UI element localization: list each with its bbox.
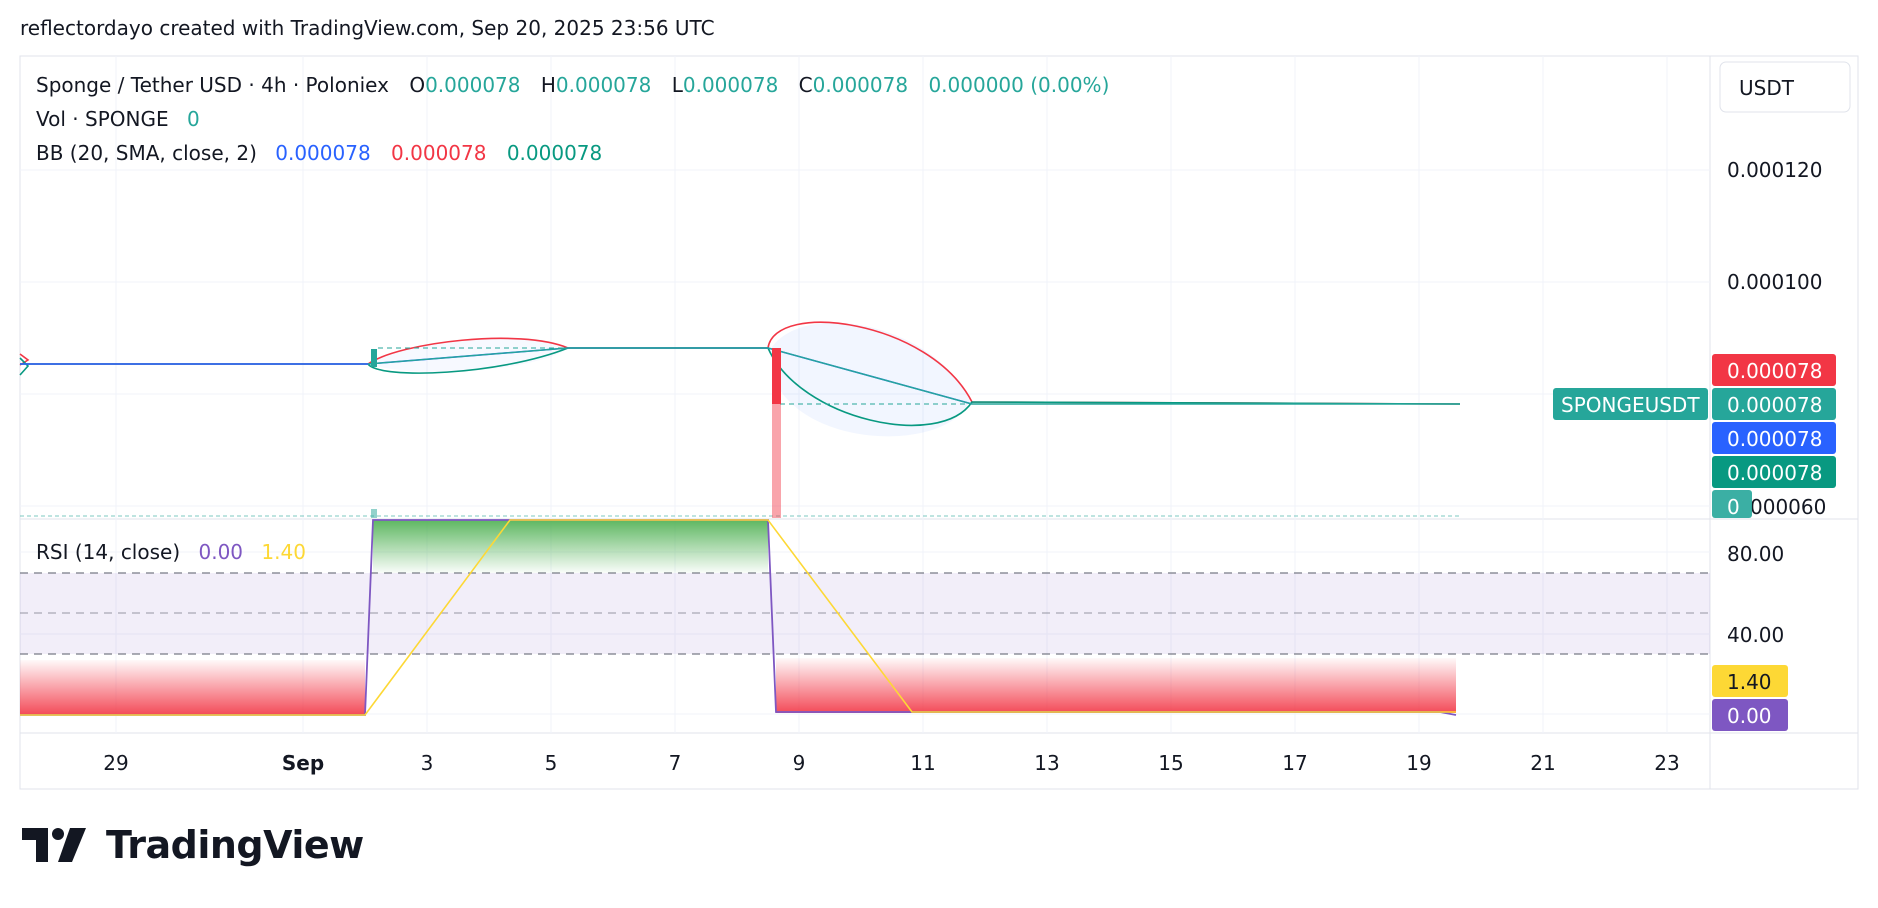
time-axis-label: 7	[669, 751, 682, 775]
bb-lower-line	[19, 347, 1461, 427]
svg-text:RSI (14, close) 0.00: RSI (14, close) 0.00 1.40	[36, 540, 306, 564]
time-axis: 29 Sep 3 5 7 9 11 13 15 17 19 21 23	[103, 751, 1679, 775]
rsi-tick: 40.00	[1727, 623, 1784, 647]
legend-symbol: Sponge / Tether USD · 4h · Poloniex	[36, 73, 389, 97]
symbol-tag-text: SPONGEUSDT	[1561, 393, 1700, 417]
partial-badge: 0	[1727, 495, 1740, 519]
time-axis-label: 23	[1654, 751, 1679, 775]
bb-fill	[770, 322, 970, 437]
time-axis-label: Sep	[282, 751, 324, 775]
badge-bb-lower	[1712, 456, 1836, 488]
volume-bar-down	[772, 404, 781, 518]
badge-bb-lower-text: 0.000078	[1727, 461, 1822, 485]
legend-bb-label: BB (20, SMA, close, 2)	[36, 141, 257, 165]
badge-bb-basis	[1712, 422, 1836, 454]
time-axis-label: 17	[1282, 751, 1307, 775]
time-axis-label: 3	[421, 751, 434, 775]
time-axis-label: 29	[103, 751, 128, 775]
bb-upper-line	[19, 321, 1461, 405]
legend-bb-upper: 0.000078	[391, 141, 486, 165]
legend-change: 0.000000 (0.00%)	[928, 73, 1109, 97]
chart-frame	[19, 55, 1859, 790]
time-axis-label: 15	[1158, 751, 1183, 775]
legend-high: 0.000078	[556, 73, 651, 97]
badge-rsi-text: 0.00	[1727, 704, 1772, 728]
badge-last-price	[1712, 388, 1836, 420]
svg-text:Vol · SPONGE 0: Vol · SPONGE 0	[36, 107, 200, 131]
bb-fill-2	[368, 337, 568, 372]
badge-bb-upper	[1712, 354, 1836, 386]
candle-up	[371, 349, 377, 367]
rsi-legend-value: 0.00	[199, 540, 244, 564]
tradingview-logo-icon	[22, 828, 86, 862]
badge-bb-upper-text: 0.000078	[1727, 359, 1822, 383]
legend-volume-value: 0	[187, 107, 200, 131]
badge-bb-basis-text: 0.000078	[1727, 427, 1822, 451]
rsi-overbought-fill	[373, 520, 768, 573]
price-tick: 0.000100	[1727, 270, 1822, 294]
price-tick: 0.000120	[1727, 158, 1822, 182]
grid-lines	[20, 56, 1710, 733]
bollinger-bands	[19, 321, 1461, 517]
time-axis-label: 5	[545, 751, 558, 775]
time-axis-label: 13	[1034, 751, 1059, 775]
volume-bar-up	[371, 509, 377, 518]
symbol-tag	[1553, 388, 1708, 420]
chart-credit: reflectordayo created with TradingView.c…	[20, 16, 715, 40]
legend-low: 0.000078	[683, 73, 778, 97]
legend-close: 0.000078	[813, 73, 908, 97]
badge-last-price-text: 0.000078	[1727, 393, 1822, 417]
time-axis-label: 11	[910, 751, 935, 775]
currency-button[interactable]	[1719, 61, 1851, 113]
rsi-pane: RSI (14, close) 0.00 1.40 80.00 40.00 1.…	[20, 519, 1788, 731]
legend-bb-lower: 0.000078	[507, 141, 602, 165]
time-axis-label: 9	[793, 751, 806, 775]
tradingview-logo-text: TradingView	[106, 823, 364, 867]
badge-rsi-ma	[1712, 665, 1788, 697]
partial-badge-bg	[1712, 490, 1752, 518]
currency-label: USDT	[1739, 76, 1795, 100]
legend-volume-label: Vol · SPONGE	[36, 107, 169, 131]
rsi-ma-line	[20, 519, 1456, 716]
svg-text:Sponge / Tether USD · 4h · Pol: Sponge / Tether USD · 4h · Poloniex O0.0…	[36, 73, 1109, 97]
legend-open: 0.000078	[425, 73, 520, 97]
rsi-tick: 80.00	[1727, 542, 1784, 566]
svg-text:BB (20, SMA, close, 2) 0: BB (20, SMA, close, 2) 0.000078 0.000078…	[36, 141, 602, 165]
badge-rsi	[1712, 699, 1788, 731]
price-axis: USDT 0.000120 0.000100 000060 0 0.000078…	[1553, 61, 1851, 519]
tradingview-logo[interactable]: TradingView	[22, 823, 364, 867]
rsi-legend-label: RSI (14, close)	[36, 540, 180, 564]
rsi-legend-ma: 1.40	[261, 540, 306, 564]
legend-bb-basis: 0.000078	[275, 141, 370, 165]
price-tick-partial: 000060	[1750, 495, 1826, 519]
rsi-oversold-fill-left	[20, 660, 365, 715]
rsi-oversold-fill-right	[776, 658, 1456, 713]
time-axis-label: 19	[1406, 751, 1431, 775]
candle-down	[772, 348, 781, 404]
badge-rsi-ma-text: 1.40	[1727, 670, 1772, 694]
time-axis-label: 21	[1530, 751, 1555, 775]
main-legend: Sponge / Tether USD · 4h · Poloniex O0.0…	[36, 73, 1109, 165]
